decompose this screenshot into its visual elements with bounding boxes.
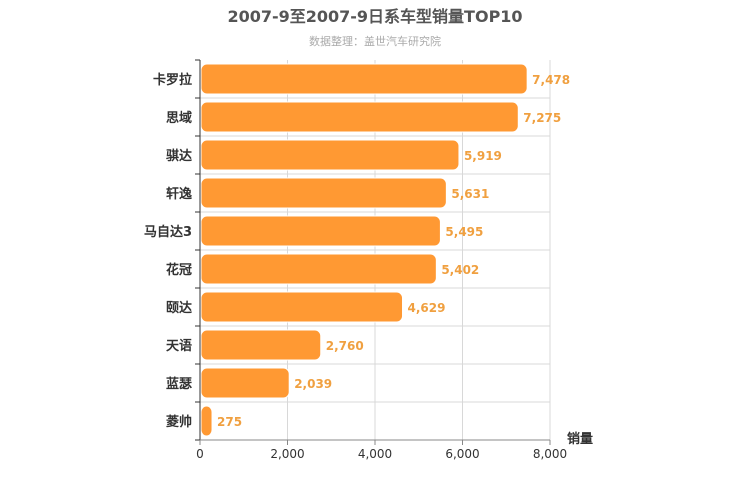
- data-label: 5,919: [464, 149, 502, 163]
- chart-subtitle: 数据整理：盖世汽车研究院: [309, 34, 441, 48]
- data-label: 2,760: [326, 339, 364, 353]
- category-label: 天语: [166, 339, 192, 354]
- data-label: 5,402: [441, 263, 479, 277]
- x-tick-label: 2,000: [270, 447, 304, 461]
- bar: [200, 177, 447, 209]
- data-label: 4,629: [408, 301, 446, 315]
- data-label: 7,478: [532, 73, 570, 87]
- x-tick-label: 4,000: [358, 447, 392, 461]
- x-tick-label: 6,000: [445, 447, 479, 461]
- category-label: 卡罗拉: [153, 72, 192, 88]
- data-label: 7,275: [523, 111, 561, 125]
- bar: [200, 253, 437, 285]
- category-label: 马自达3: [144, 224, 192, 240]
- bar: [200, 101, 519, 133]
- data-label: 275: [217, 415, 242, 429]
- category-label: 颐达: [166, 300, 192, 316]
- category-label: 蓝瑟: [166, 376, 192, 392]
- bar: [200, 139, 460, 171]
- bar: [200, 291, 404, 323]
- bar: [200, 63, 528, 95]
- chart-title: 2007-9至2007-9日系车型销量TOP10: [227, 7, 522, 26]
- category-label: 轩逸: [166, 186, 192, 202]
- category-label: 思域: [166, 110, 192, 126]
- data-label: 5,631: [451, 187, 489, 201]
- bar: [200, 329, 322, 361]
- bars: 7,478 7,275 5,919 5,631 5,495 5,402 4,629 2,760…: [200, 63, 570, 437]
- bar: [200, 367, 290, 399]
- x-axis-title: 销量: [567, 431, 593, 447]
- data-label: 5,495: [445, 225, 483, 239]
- bar: [200, 215, 441, 247]
- x-tick-label: 0: [196, 447, 204, 461]
- category-label: 骐达: [166, 148, 192, 164]
- category-label: 菱帅: [166, 414, 192, 430]
- category-label: 花冠: [166, 262, 192, 278]
- data-label: 2,039: [294, 377, 332, 391]
- bar: [200, 405, 213, 437]
- x-tick-label: 8,000: [533, 447, 567, 461]
